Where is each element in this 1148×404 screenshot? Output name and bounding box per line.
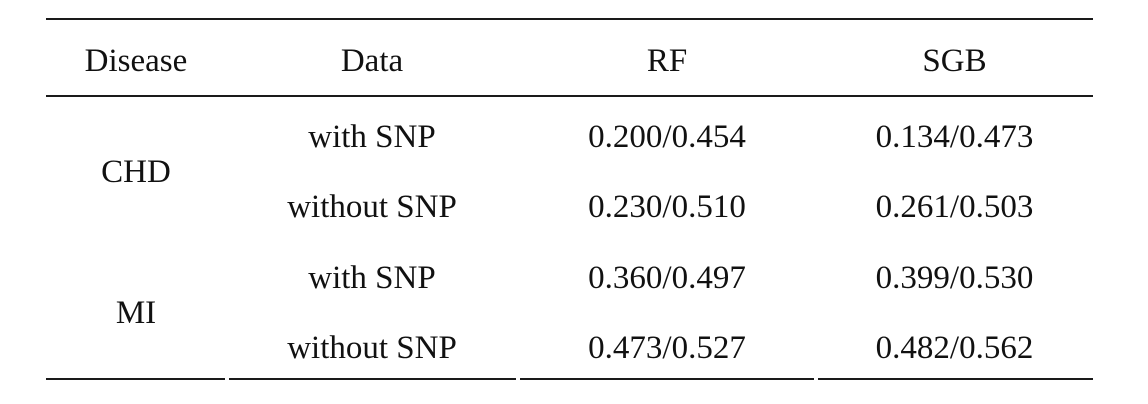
table-bottom-rule	[46, 378, 1093, 380]
sgb-cell: 0.134/0.473	[875, 119, 1034, 155]
header-data: Data	[340, 43, 404, 79]
rule-gap	[516, 376, 520, 382]
disease-cell-chd: CHD	[101, 154, 171, 190]
data-cell: with SNP	[308, 119, 436, 155]
rf-cell: 0.360/0.497	[588, 260, 746, 296]
header-rule	[46, 95, 1093, 97]
rf-cell: 0.230/0.510	[588, 189, 746, 225]
header-rf: RF	[646, 43, 688, 79]
results-table: Disease Data RF SGB CHD with SNP 0.200/0…	[46, 18, 1093, 382]
header-disease: Disease	[84, 43, 188, 79]
sgb-cell: 0.399/0.530	[875, 260, 1034, 296]
disease-cell-mi: MI	[115, 295, 157, 331]
rf-cell: 0.200/0.454	[588, 119, 746, 155]
rule-gap	[814, 376, 818, 382]
header-sgb: SGB	[922, 43, 987, 79]
rule-gap	[225, 376, 229, 382]
sgb-cell: 0.482/0.562	[875, 330, 1034, 366]
data-cell: without SNP	[287, 189, 457, 225]
sgb-cell: 0.261/0.503	[875, 189, 1034, 225]
data-cell: with SNP	[308, 260, 436, 296]
table-top-rule	[46, 18, 1093, 20]
rf-cell: 0.473/0.527	[588, 330, 746, 366]
data-cell: without SNP	[287, 330, 457, 366]
